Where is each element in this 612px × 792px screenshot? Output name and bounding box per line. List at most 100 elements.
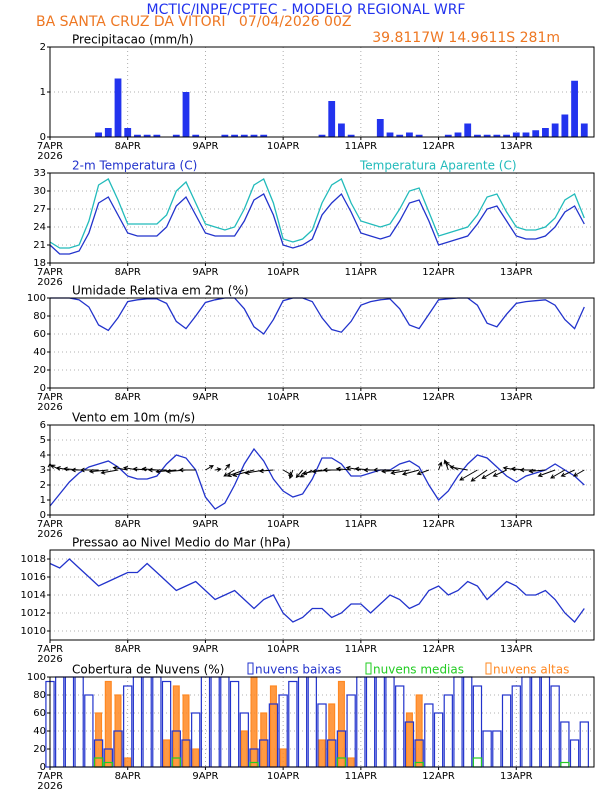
wind-arrow [437,461,443,471]
panel-frame [49,549,595,641]
wind-arrow [55,466,70,471]
cloud-bar [104,680,112,768]
panel-title: Precipitacao (mm/h) [72,33,194,47]
bar [551,123,559,137]
wind-arrow [443,459,449,471]
bar [134,134,141,137]
panel-frame [49,172,595,264]
cloud-bar [220,676,230,768]
cloud-bar [55,676,65,768]
x-tick-label: 9APR [192,644,218,655]
x-tick-label: 11APR [345,267,378,278]
y-tick-label: 20 [33,744,46,755]
wind-arrow [372,467,390,473]
wind-arrow [390,469,410,475]
wind-arrow [205,465,214,471]
cloud-bar [307,676,317,768]
bar [522,132,530,137]
wind-arrow [232,469,255,478]
x-tick-label: 12APR [422,644,455,655]
y-tick-label: 80 [33,311,46,322]
y-tick-label: 40 [33,347,46,358]
y-tick-label: 100 [27,672,46,683]
wind-arrow [416,469,430,476]
location: 39.8117W 14.9611S 281m [372,30,560,46]
wind-arrow [295,469,303,479]
cloud-bar [288,680,298,768]
cloud-bar [415,694,423,768]
y-tick-label: 6 [40,420,46,431]
bar [250,134,258,137]
cloud-bar [297,676,308,768]
wind-arrow [299,469,313,478]
wind-arrow [215,467,222,472]
cloud-bar [163,739,171,768]
cloud-bar [405,712,413,768]
wind-arrow [155,469,177,474]
x-tick-label: 7APR [37,267,63,278]
y-tick-label: 1016 [21,572,46,583]
y-tick-label: 20 [33,365,46,376]
x-tick-label: 13APR [500,267,533,278]
data-line [49,558,585,623]
wind-arrow [470,469,488,482]
bar [386,132,394,137]
wind-arrow [345,465,361,471]
x-tick-label: 8APR [115,141,141,152]
y-tick-label: 30 [33,186,46,197]
wind-arrow [537,469,556,478]
x-tick-label: 10APR [267,771,300,782]
bar [415,134,423,137]
cloud-bar [229,680,240,768]
wind-arrow [560,469,575,477]
cloud-bar [443,694,453,768]
x-tick-label: 11APR [345,519,378,530]
y-tick-label: 1 [40,495,46,506]
bar [328,101,336,137]
cloud-bar [424,703,434,768]
wind-arrow [519,467,536,473]
bar [318,134,326,137]
x-tick-label: 10APR [267,644,300,655]
y-tick-label: 100 [27,293,46,304]
cloud-bar [521,676,531,768]
cloud-bar [346,694,356,768]
x-tick-label: 10APR [267,267,300,278]
legend-swatch [247,662,254,675]
y-tick-label: 33 [33,168,46,179]
bar [124,128,132,137]
bar [192,134,200,137]
y-tick-label: 40 [33,726,46,737]
wind-arrow [223,469,235,477]
bar [561,114,569,137]
y-tick-label: 60 [33,329,46,340]
bar [182,92,190,137]
bar [396,134,404,137]
y-tick-label: 0 [40,132,46,143]
y-tick-label: 1012 [21,608,46,619]
bar [474,134,481,137]
x-tick-label: 8APR [115,644,141,655]
panel-frame [49,46,595,138]
cloud-bar [250,676,258,768]
legend-swatch [365,662,372,675]
cloud-bar [152,676,162,768]
y-tick-label: 80 [33,690,46,701]
y-tick-label: 5 [40,435,46,446]
x-year-label: 2026 [37,151,62,162]
y-tick-label: 60 [33,708,46,719]
bar [260,134,268,137]
wind-arrow [100,469,119,475]
legend-label: nuvens medias [373,663,464,677]
cloud-bar [279,748,287,768]
cloud-bar [210,676,220,768]
cloud-bar [560,761,570,768]
legend-label: nuvens baixas [255,663,341,677]
x-tick-label: 13APR [500,392,533,403]
bar [493,134,501,137]
station: BA SANTA CRUZ DA VITORI 07/04/2026 00Z [36,14,351,30]
bar [542,128,549,137]
cloud-bar [540,676,551,768]
panel-frame [49,297,595,389]
x-tick-label: 11APR [345,644,378,655]
